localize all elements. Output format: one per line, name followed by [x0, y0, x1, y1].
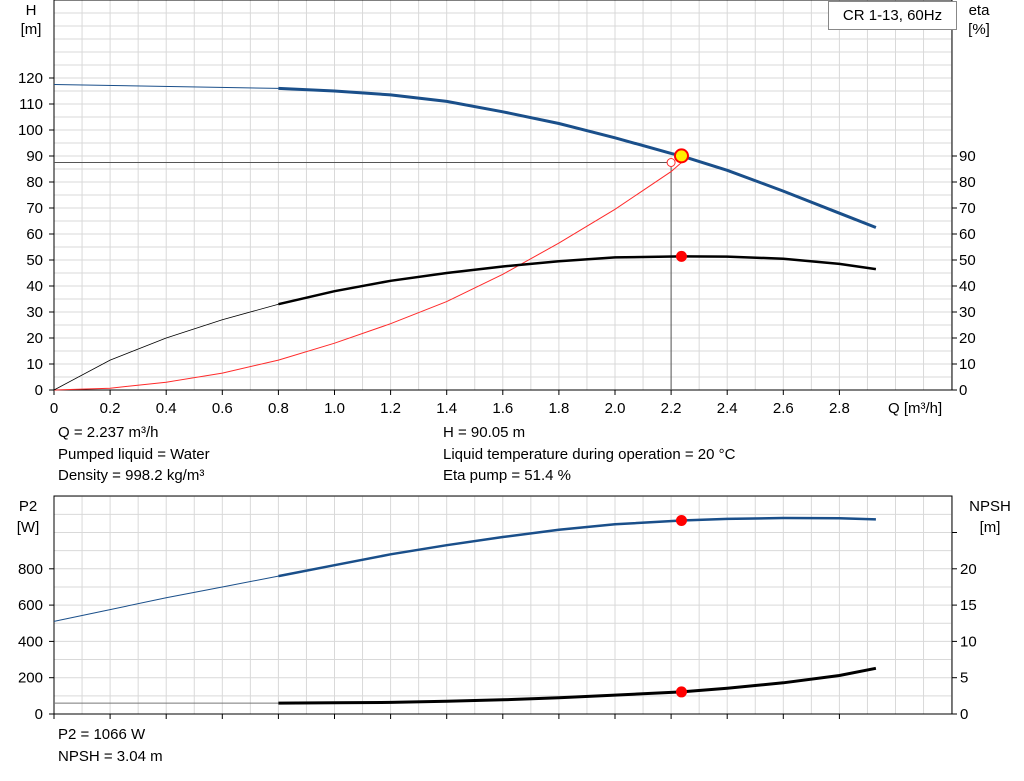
bottom-y-left-tick-label: 400: [18, 633, 43, 650]
x-tick-label: 1.8: [548, 400, 569, 417]
eta-curve: [278, 255, 877, 306]
chart-legend: CR 1-13, 60Hz: [828, 1, 957, 30]
top-y-left-unit: [m]: [21, 21, 42, 38]
top-y-right-tick-label: 20: [959, 330, 976, 347]
x-tick-label: 1.0: [324, 400, 345, 417]
top-y-right-tick-label: 90: [959, 148, 976, 165]
head-duty-point: [673, 148, 689, 164]
p2-curve-extrapolated: [53, 575, 279, 622]
bottom-y-right-label: NPSH: [969, 498, 1011, 515]
p2-curve: [278, 516, 876, 578]
top-y-right-tick-label: 10: [959, 356, 976, 373]
info-block-left: Q = 2.237 m³/h Pumped liquid = Water Den…: [58, 422, 210, 487]
x-tick-label: 2.6: [773, 400, 794, 417]
top-y-left-tick-label: 40: [26, 278, 43, 295]
bottom-y-right-tick-label: 15: [960, 597, 977, 614]
x-tick-label: 2.0: [605, 400, 626, 417]
info-p2: P2 = 1066 W: [58, 726, 146, 743]
top-y-right-tick-label: 30: [959, 304, 976, 321]
top-y-right-tick-label: 70: [959, 200, 976, 217]
top-y-left-tick-label: 80: [26, 174, 43, 191]
top-y-left-tick-label: 120: [18, 70, 43, 87]
top-y-right-unit: [%]: [968, 21, 990, 38]
bottom-y-left-tick-label: 800: [18, 561, 43, 578]
system-curve: [53, 162, 682, 391]
top-y-left-tick-label: 20: [26, 330, 43, 347]
top-y-right-tick-label: 80: [959, 174, 976, 191]
top-y-left-tick-label: 70: [26, 200, 43, 217]
top-y-right-tick-label: 50: [959, 252, 976, 269]
info-flow: Q = 2.237 m³/h: [58, 424, 159, 441]
x-tick-label: 0.8: [268, 400, 289, 417]
top-y-left-label: H: [26, 2, 37, 19]
eta-curve-extrapolated: [53, 303, 279, 391]
x-tick-label: 0.2: [100, 400, 121, 417]
top-y-right-tick-label: 0: [959, 382, 967, 399]
x-tick-label: 2.8: [829, 400, 850, 417]
bottom-y-left-tick-label: 0: [35, 706, 43, 723]
info-liquid: Pumped liquid = Water: [58, 445, 210, 463]
bottom-y-left-unit: [W]: [17, 519, 40, 536]
info-block-bottom: P2 = 1066 W NPSH = 3.04 m: [58, 724, 163, 767]
top-y-left-tick-label: 110: [19, 96, 43, 113]
top-y-left-tick-label: 50: [26, 252, 43, 269]
info-block-right: H = 90.05 m Liquid temperature during op…: [443, 422, 735, 487]
bottom-y-right-unit: [m]: [980, 519, 1001, 536]
info-npsh: NPSH = 3.04 m: [58, 747, 163, 765]
top-y-right-tick-label: 40: [959, 278, 976, 295]
npsh-curve: [278, 666, 877, 705]
x-tick-label: 0: [50, 400, 58, 417]
npsh-operating-point: [675, 686, 687, 698]
x-tick-label: 2.4: [717, 400, 738, 417]
x-tick-label: 0.4: [156, 400, 177, 417]
info-temperature: Liquid temperature during operation = 20…: [443, 445, 736, 463]
top-y-left-tick-label: 90: [26, 148, 43, 165]
bottom-y-left-tick-label: 200: [18, 670, 43, 687]
x-tick-label: 1.4: [436, 400, 457, 417]
top-y-right-tick-label: 60: [959, 226, 976, 243]
x-tick-label: 2.2: [661, 400, 682, 417]
head-curve-extrapolated: [53, 84, 279, 89]
bottom-y-right-tick-label: 20: [960, 561, 977, 578]
info-eta: Eta pump = 51.4 %: [443, 467, 571, 484]
bottom-y-left-tick-label: 600: [18, 597, 43, 614]
p2-operating-point: [675, 515, 687, 527]
head-curve: [278, 86, 877, 229]
x-tick-label: 1.2: [380, 400, 401, 417]
top-y-left-tick-label: 60: [26, 226, 43, 243]
top-y-left-tick-label: 10: [26, 356, 43, 373]
bottom-y-right-tick-label: 10: [960, 633, 977, 650]
top-y-left-tick-label: 0: [35, 382, 43, 399]
x-axis-label: Q [m³/h]: [888, 400, 942, 417]
info-head: H = 90.05 m: [443, 424, 526, 441]
top-y-left-tick-label: 100: [18, 122, 43, 139]
x-tick-label: 1.6: [492, 400, 513, 417]
system-curve-end-marker: [666, 158, 676, 167]
info-density: Density = 998.2 kg/m³: [58, 467, 205, 484]
top-y-right-label: eta: [969, 2, 991, 19]
bottom-y-right-tick-label: 5: [960, 670, 968, 687]
top-y-left-tick-label: 30: [26, 304, 43, 321]
bottom-y-left-label: P2: [19, 498, 37, 515]
eta-operating-point: [675, 250, 687, 262]
bottom-y-right-tick-label: 0: [960, 706, 968, 723]
x-tick-label: 0.6: [212, 400, 233, 417]
